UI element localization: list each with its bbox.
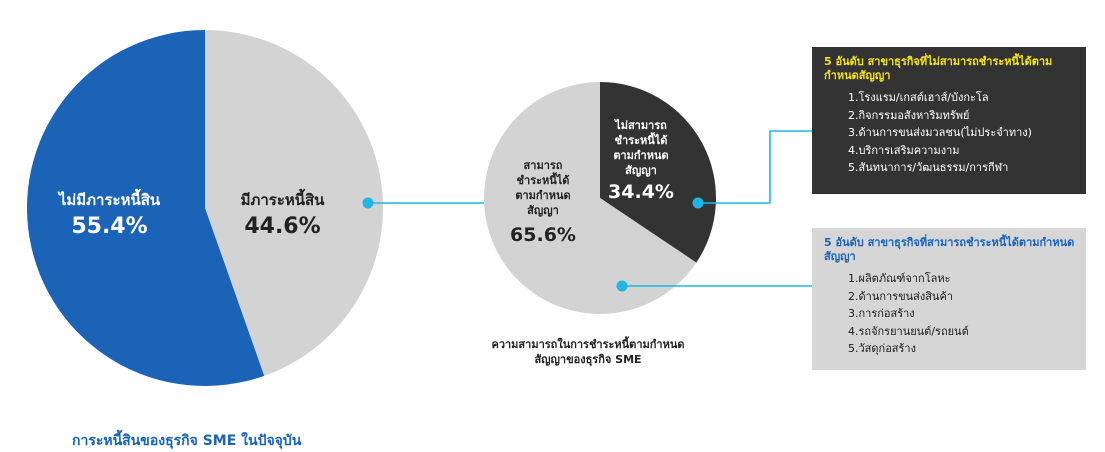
list-item: 5.สันทนาการ/วัฒนธรรม/การกีฬา: [848, 159, 1076, 177]
can-pay-slice-label: สามารถ ชำระหนี้ได้ ตามกำหนด สัญญา 65.6%: [503, 158, 583, 246]
debt-label: มีภาระหนี้สิน: [225, 188, 340, 212]
top5-cannot-pay-box: 5 อันดับ สาขาธุรกิจที่ไม่สามารถชำระหนี้ไ…: [812, 47, 1086, 194]
list-item: 4.บริการเสริมความงาม: [848, 142, 1076, 160]
top5-cannot-pay-list: 1.โรงแรม/เกสต์เฮาส์/บังกะโล 2.กิจกรรมอสั…: [824, 89, 1076, 177]
repayment-caption-line2: สัญญาของธุรกิจ SME: [478, 352, 698, 367]
can-line1: สามารถ: [503, 158, 583, 173]
list-item: 2.ด้านการขนส่งสินค้า: [848, 288, 1076, 306]
list-item: 1.ผลิตภัณฑ์จากโลหะ: [848, 270, 1076, 288]
debt-pct: 44.6%: [225, 214, 340, 239]
list-item: 2.กิจกรรมอสังหาริมทรัพย์: [848, 107, 1076, 125]
can-line3: ตามกำหนด: [503, 188, 583, 203]
list-item: 5.วัสดุก่อสร้าง: [848, 340, 1076, 358]
cannot-line4: สัญญา: [603, 163, 679, 178]
no-debt-label: ไม่มีภาระหนี้สิน: [42, 188, 177, 212]
cannot-pay-slice-label: ไม่สามารถ ชำระหนี้ได้ ตามกำหนด สัญญา 34.…: [603, 118, 679, 203]
list-item: 3.ด้านการขนส่งมวลชน(ไม่ประจำทาง): [848, 124, 1076, 142]
debt-status-caption: การะหนี้สินของธุรกิจ SME ในปัจจุบัน: [72, 430, 301, 452]
repayment-caption-line1: ความสามารถในการชำระหนี้ตามกำหนด: [478, 337, 698, 352]
top5-can-pay-box: 5 อันดับ สาขาธุรกิจที่สามารถชำระหนี้ได้ต…: [812, 228, 1086, 370]
top5-can-pay-list: 1.ผลิตภัณฑ์จากโลหะ 2.ด้านการขนส่งสินค้า …: [824, 270, 1076, 358]
cannot-line1: ไม่สามารถ: [603, 118, 679, 133]
list-item: 3.การก่อสร้าง: [848, 305, 1076, 323]
list-item: 4.รถจักรยานยนต์/รถยนต์: [848, 323, 1076, 341]
can-line4: สัญญา: [503, 203, 583, 218]
connector-dot: [363, 198, 374, 209]
cannot-line3: ตามกำหนด: [603, 148, 679, 163]
connector-dot: [693, 198, 704, 209]
list-item: 1.โรงแรม/เกสต์เฮาส์/บังกะโล: [848, 89, 1076, 107]
no-debt-pct: 55.4%: [42, 214, 177, 239]
top5-cannot-pay-title: 5 อันดับ สาขาธุรกิจที่ไม่สามารถชำระหนี้ไ…: [824, 55, 1076, 83]
cannot-pct: 34.4%: [603, 181, 679, 203]
connector-dot: [617, 281, 628, 292]
repayment-caption: ความสามารถในการชำระหนี้ตามกำหนด สัญญาของ…: [478, 337, 698, 367]
top5-can-pay-title: 5 อันดับ สาขาธุรกิจที่สามารถชำระหนี้ได้ต…: [824, 236, 1076, 264]
can-pct: 65.6%: [503, 224, 583, 246]
no-debt-slice-label: ไม่มีภาระหนี้สิน 55.4%: [42, 188, 177, 239]
can-line2: ชำระหนี้ได้: [503, 173, 583, 188]
cannot-line2: ชำระหนี้ได้: [603, 133, 679, 148]
debt-slice-label: มีภาระหนี้สิน 44.6%: [225, 188, 340, 239]
